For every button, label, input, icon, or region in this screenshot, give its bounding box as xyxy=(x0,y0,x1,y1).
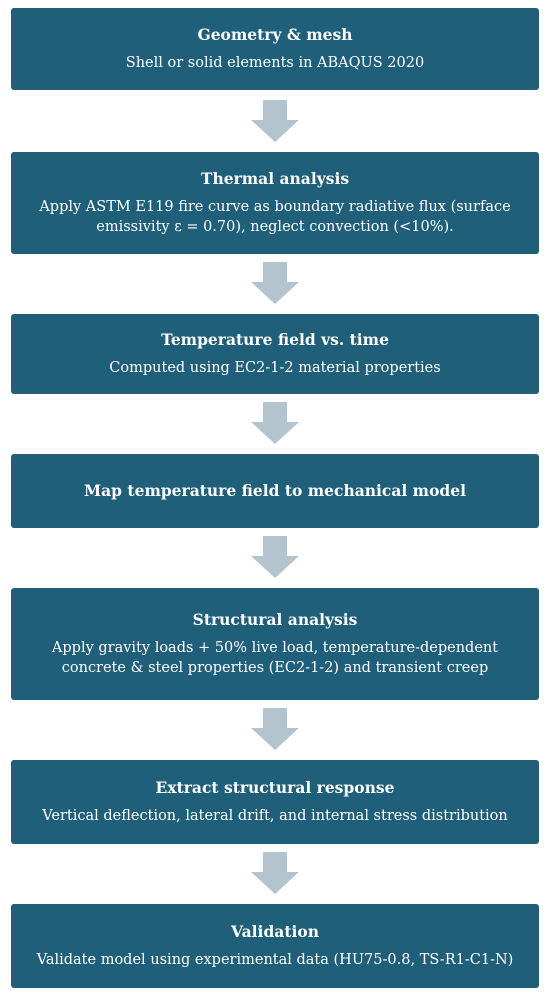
down-arrow-icon xyxy=(251,708,299,750)
step-temperature-field: Temperature field vs. time Computed usin… xyxy=(11,314,539,394)
step-validation: Validation Validate model using experime… xyxy=(11,904,539,988)
step-geometry-mesh: Geometry & mesh Shell or solid elements … xyxy=(11,8,539,90)
down-arrow-icon xyxy=(251,536,299,578)
step-title: Temperature field vs. time xyxy=(161,330,389,349)
down-arrow-icon xyxy=(251,402,299,444)
step-title: Thermal analysis xyxy=(200,169,350,188)
step-extract-response: Extract structural response Vertical def… xyxy=(11,760,539,844)
step-title: Extract structural response xyxy=(155,778,395,797)
step-description: Apply ASTM E119 fire curve as boundary r… xyxy=(39,199,511,235)
step-thermal-analysis: Thermal analysis Apply ASTM E119 fire cu… xyxy=(11,152,539,254)
step-title: Map temperature field to mechanical mode… xyxy=(83,481,467,500)
step-description: Validate model using experimental data (… xyxy=(36,952,514,968)
step-description: Apply gravity loads + 50% live load, tem… xyxy=(51,640,499,676)
down-arrow-icon xyxy=(251,852,299,894)
down-arrow-icon xyxy=(251,262,299,304)
step-description: Computed using EC2-1-2 material properti… xyxy=(109,360,441,376)
step-map-temperature: Map temperature field to mechanical mode… xyxy=(11,454,539,528)
step-title: Validation xyxy=(231,922,319,941)
step-title: Geometry & mesh xyxy=(197,25,353,44)
step-description: Shell or solid elements in ABAQUS 2020 xyxy=(125,55,425,71)
down-arrow-icon xyxy=(251,100,299,142)
step-structural-analysis: Structural analysis Apply gravity loads … xyxy=(11,588,539,700)
step-title: Structural analysis xyxy=(192,610,358,629)
step-description: Vertical deflection, lateral drift, and … xyxy=(42,808,508,824)
